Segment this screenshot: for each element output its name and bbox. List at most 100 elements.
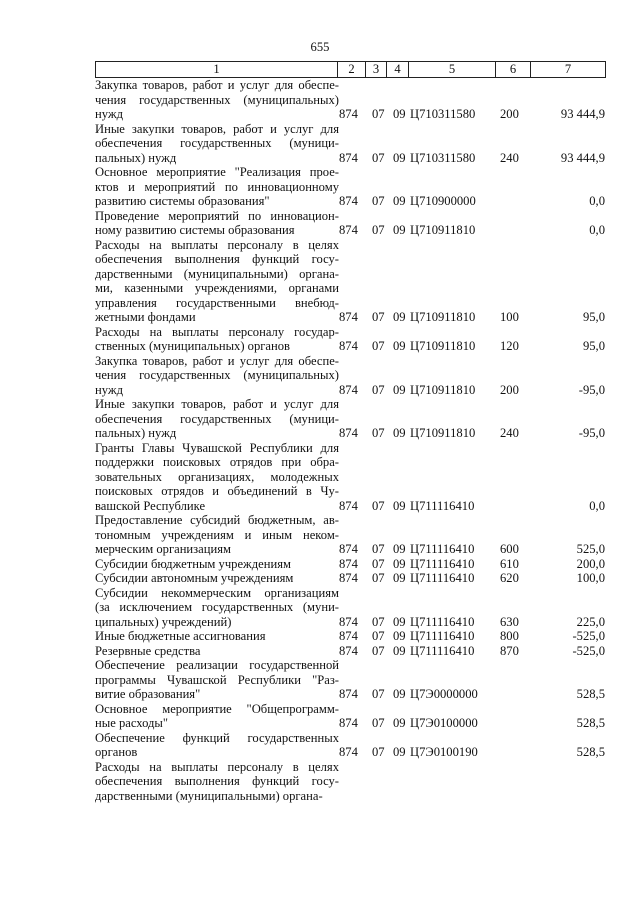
cell-c4: 09 (393, 629, 406, 643)
cell-c4: 09 (393, 339, 406, 353)
cell-c4: 09 (393, 745, 406, 759)
row-description: Закупка товаров, работ и услуг для обесп… (95, 78, 339, 122)
cell-c2: 874 (339, 614, 358, 629)
table-row: Обеспечение функций государственных орган… (95, 731, 605, 760)
cell-c6: 800 (500, 629, 519, 643)
cell-c2: 874 (339, 223, 358, 237)
cell-c2: 874 (339, 498, 358, 513)
cell-c5: Ц711116410 (410, 614, 475, 629)
cell-c7: -95,0 (578, 426, 605, 440)
header-col-5: 5 (409, 62, 496, 77)
page-number: 655 (310, 40, 330, 54)
cell-c7: 0,0 (589, 498, 605, 513)
cell-c5: Ц7Э0100000 (410, 716, 478, 730)
cell-c6: 620 (500, 571, 519, 585)
cell-c3: 07 (372, 687, 385, 701)
cell-c4: 09 (393, 382, 406, 397)
cell-c7: 95,0 (582, 310, 605, 324)
cell-c4: 09 (393, 687, 406, 701)
table-row: Проведение мероприятий по инновацион-ном… (95, 209, 605, 238)
cell-c2: 874 (339, 339, 358, 353)
description-line: тономным учреждениям и иным неком- (95, 527, 339, 542)
cell-c4: 09 (393, 223, 406, 237)
row-description: Субсидии бюджетным учреждениям (95, 557, 339, 572)
description-line: Проведение мероприятий по инновацион- (95, 208, 339, 223)
cell-c6: 630 (500, 614, 519, 629)
table-row: Расходы на выплаты персоналу в целях обес… (95, 760, 605, 804)
cell-c2: 874 (339, 194, 358, 208)
description-line: пальных) нужд (95, 150, 177, 165)
cell-c5: Ц711116410 (410, 498, 475, 513)
cell-c3: 07 (372, 643, 385, 658)
cell-c3: 07 (372, 542, 385, 556)
table-body: Закупка товаров, работ и услуг для обесп… (95, 78, 605, 803)
header-col-1: 1 (96, 62, 338, 77)
table-row: Иные бюджетные ассигнования 874 07 09 Ц71111… (95, 629, 605, 644)
description-line: вашской Республике (95, 498, 206, 513)
cell-c5: Ц711116410 (410, 629, 475, 643)
cell-c3: 07 (372, 629, 385, 643)
cell-c3: 07 (372, 556, 385, 571)
cell-c5: Ц710911810 (410, 223, 476, 237)
row-description: Гранты Главы Чувашской Республики для под… (95, 441, 339, 514)
row-description: Иные закупки товаров, работ и услуг для о… (95, 397, 339, 441)
cell-c7: 93 444,9 (560, 107, 605, 121)
description-line: Гранты Главы Чувашской Республики для (95, 440, 339, 455)
description-line: Субсидии автономным учреждениям (95, 571, 294, 585)
cell-c6: 240 (500, 426, 519, 440)
cell-c5: Ц711116410 (410, 556, 475, 571)
description-line: ми, казенными учреждениями, органами (95, 281, 339, 295)
cell-c4: 09 (393, 310, 406, 324)
cell-c3: 07 (372, 382, 385, 397)
description-line: нужд (95, 107, 123, 121)
description-line: Основное мероприятие "Реализация прое- (95, 165, 339, 179)
cell-c2: 874 (339, 643, 358, 658)
row-description: Субсидии некоммерческим организациям (за … (95, 586, 339, 630)
description-line: обеспечения выполнения функций госу- (95, 774, 339, 788)
cell-c5: Ц710311580 (410, 150, 476, 165)
description-line: Резервные средства (95, 643, 201, 658)
table-row: Закупка товаров, работ и услуг для обесп… (95, 354, 605, 398)
table-row: Обеспечение реализации государственной пр… (95, 658, 605, 702)
row-description: Расходы на выплаты персоналу государ-ств… (95, 325, 339, 354)
cell-c4: 09 (393, 643, 406, 658)
cell-c3: 07 (372, 223, 385, 237)
description-line: Субсидии некоммерческим организациям (95, 585, 339, 600)
table-row: Расходы на выплаты персоналу государ-ств… (95, 325, 605, 354)
row-description: Субсидии автономным учреждениям (95, 571, 339, 586)
description-line: пальных) нужд (95, 426, 177, 440)
description-line: обеспечения государственных (муници- (95, 136, 339, 150)
cell-c5: Ц711116410 (410, 542, 475, 556)
cell-c2: 874 (339, 542, 358, 556)
description-line: Обеспечение функций государственных (95, 730, 339, 745)
cell-c3: 07 (372, 107, 385, 121)
cell-c7: 528,5 (576, 687, 605, 701)
description-line: Предоставление субсидий бюджетным, ав- (95, 513, 339, 527)
row-description: Закупка товаров, работ и услуг для обесп… (95, 354, 339, 398)
table-row: Основное мероприятие "Общепрограмм-ные р… (95, 702, 605, 731)
table-row: Резервные средства 874 07 09 Ц711116410 870 -5… (95, 644, 605, 659)
description-line: чения государственных (муниципальных) (95, 92, 339, 107)
description-line: ципальных) учреждений) (95, 614, 232, 629)
cell-c7: -525,0 (572, 643, 605, 658)
cell-c6: 100 (500, 310, 519, 324)
row-description: Расходы на выплаты персоналу в целях обес… (95, 238, 339, 325)
cell-c2: 874 (339, 687, 358, 701)
cell-c4: 09 (393, 107, 406, 121)
description-line: ные расходы" (95, 716, 169, 730)
cell-c3: 07 (372, 426, 385, 440)
row-description: Иные закупки товаров, работ и услуг для о… (95, 122, 339, 166)
description-line: Иные бюджетные ассигнования (95, 629, 266, 643)
row-description: Обеспечение функций государственных орган… (95, 731, 339, 760)
description-line: Расходы на выплаты персоналу в целях (95, 759, 339, 774)
table-row: Расходы на выплаты персоналу в целях обес… (95, 238, 605, 325)
description-line: Расходы на выплаты персоналу в целях (95, 237, 339, 252)
cell-c2: 874 (339, 745, 358, 759)
cell-c5: Ц711116410 (410, 643, 475, 658)
cell-c3: 07 (372, 614, 385, 629)
description-line: Основное мероприятие "Общепрограмм- (95, 701, 339, 716)
cell-c3: 07 (372, 716, 385, 730)
cell-c7: 0,0 (589, 223, 605, 237)
cell-c4: 09 (393, 716, 406, 730)
